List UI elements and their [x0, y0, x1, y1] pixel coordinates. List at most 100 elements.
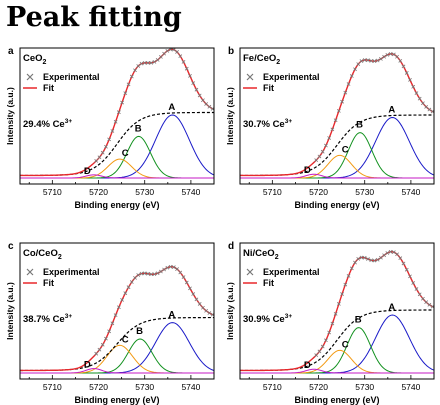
experimental-point	[191, 81, 196, 85]
y-axis-label: Intensity (a.u.)	[225, 282, 235, 340]
experimental-point	[359, 255, 364, 260]
sample-name-main: CeO	[23, 53, 43, 64]
plot-area	[20, 264, 214, 374]
experimental-point	[356, 257, 361, 261]
experimental-point	[404, 267, 409, 272]
peak-label-c: C	[342, 144, 349, 155]
experimental-point	[411, 84, 416, 89]
peak-label-c: C	[122, 334, 129, 345]
y-axis-label: Intensity (a.u.)	[5, 87, 15, 145]
experimental-point	[146, 271, 150, 276]
peak-label-a: A	[168, 102, 175, 113]
legend-marker-experimental	[26, 268, 34, 276]
experimental-point	[349, 266, 354, 271]
experimental-point	[366, 58, 370, 63]
experimental-point	[110, 321, 115, 326]
experimental-point	[116, 110, 121, 115]
experimental-point	[324, 143, 328, 148]
experimental-point	[388, 249, 393, 254]
experimental-point	[104, 144, 108, 149]
legend-label-experimental: Experimental	[263, 267, 320, 277]
experimental-point	[353, 67, 357, 72]
experimental-point	[401, 261, 406, 266]
x-tick-label: 5720	[89, 382, 108, 392]
experimental-point	[395, 252, 399, 257]
plot-frame	[19, 47, 215, 185]
experimental-point	[359, 59, 364, 63]
experimental-point	[104, 336, 108, 341]
experimental-point	[346, 273, 351, 278]
peak-label-d: D	[304, 360, 311, 371]
ce3-ratio-superscript: 3+	[65, 118, 73, 125]
experimental-point	[369, 258, 374, 263]
x-tick-label: 5730	[135, 187, 154, 197]
panel-letter: b	[228, 46, 234, 57]
legend-marker-experimental	[26, 73, 34, 81]
plot-frame	[19, 242, 215, 380]
peak-b-curve	[240, 132, 434, 179]
experimental-point	[207, 311, 212, 315]
peak-label-d: D	[84, 360, 91, 371]
ce3-ratio-value: 38.7% Ce	[23, 314, 65, 325]
ce3-ratio-superscript: 3+	[65, 313, 73, 320]
legend-label-experimental: Experimental	[43, 72, 100, 82]
experimental-point	[404, 71, 409, 75]
sample-name: Fe/CeO2	[243, 53, 280, 66]
experimental-point	[113, 119, 118, 124]
x-tick-label: 5710	[43, 382, 62, 392]
experimental-point	[197, 302, 202, 306]
experimental-point	[427, 107, 432, 112]
experimental-point	[417, 96, 422, 101]
experimental-point	[152, 272, 157, 277]
experimental-point	[133, 276, 137, 280]
panel-letter: a	[8, 46, 14, 57]
experimental-point	[391, 52, 396, 57]
experimental-point	[123, 291, 128, 296]
ce3-ratio-label: 30.7% Ce3+	[243, 118, 292, 130]
experimental-point	[165, 49, 170, 53]
legend-label-experimental: Experimental	[43, 267, 100, 277]
experimental-point	[401, 64, 406, 69]
experimental-point	[110, 129, 115, 133]
peak-label-d: D	[304, 165, 311, 176]
ce3-ratio-label: 29.4% Ce3+	[23, 118, 72, 130]
plot-area	[240, 249, 434, 374]
x-axis-label: Binding energy (eV)	[74, 200, 159, 210]
x-tick-label: 5740	[401, 187, 420, 197]
experimental-point	[194, 87, 199, 92]
peak-d-curve	[240, 173, 434, 179]
experimental-point	[142, 271, 147, 276]
experimental-point	[188, 74, 192, 78]
experimental-point	[100, 150, 105, 155]
experimental-point	[366, 257, 370, 261]
experimental-point	[171, 48, 176, 52]
experimental-point	[417, 292, 422, 297]
sample-name-sub: 2	[43, 59, 47, 66]
experimental-point	[175, 50, 179, 54]
experimental-point	[327, 330, 332, 335]
peak-label-a: A	[388, 105, 395, 116]
experimental-point	[408, 274, 412, 279]
chart-panel-d: 5710 5720 5730 5740 Binding energy (eV) Inten…	[225, 241, 435, 405]
experimental-point	[181, 60, 186, 64]
experimental-point	[317, 349, 322, 354]
experimental-point	[382, 253, 386, 258]
x-tick-label: 5730	[355, 187, 374, 197]
experimental-point	[165, 265, 170, 270]
x-tick-label: 5730	[355, 382, 374, 392]
experimental-point	[146, 61, 150, 65]
ce3-ratio-superscript: 3+	[285, 313, 293, 320]
experimental-point	[421, 101, 425, 106]
experimental-point	[181, 275, 186, 279]
experimental-point	[94, 159, 99, 163]
experimental-point	[372, 59, 377, 64]
experimental-point	[133, 68, 137, 73]
x-tick-label: 5720	[309, 187, 328, 197]
x-tick-label: 5740	[181, 382, 200, 392]
experimental-point	[171, 265, 176, 270]
ce3-ratio-superscript: 3+	[285, 118, 293, 125]
peak-label-b: B	[356, 120, 363, 131]
ce3-ratio-label: 38.7% Ce3+	[23, 313, 72, 325]
fit-curve	[20, 266, 214, 372]
experimental-point	[369, 58, 374, 63]
